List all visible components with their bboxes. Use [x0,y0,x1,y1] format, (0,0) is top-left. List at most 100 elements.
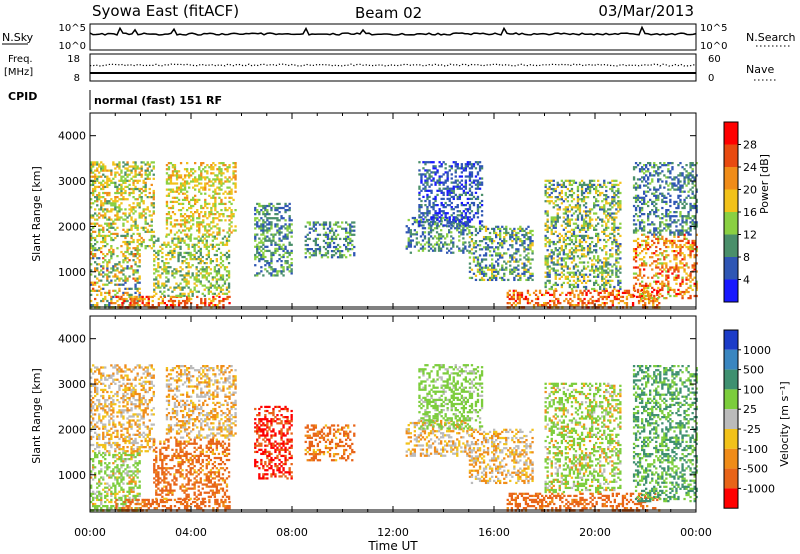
heatmap-cell [100,175,103,178]
heatmap-cell [92,194,95,197]
heatmap-cell [591,265,594,268]
heatmap-cell [90,281,93,284]
heatmap-cell [570,287,574,291]
heatmap-cell [466,249,469,252]
heatmap-cell [651,239,654,243]
heatmap-cell [136,281,139,284]
heatmap-cell [143,297,146,301]
heatmap-cell [96,161,99,164]
nave-trace [89,63,696,67]
heatmap-cell [456,167,459,170]
heatmap-cell [254,206,257,210]
heatmap-cell [213,292,217,295]
heatmap-cell [195,268,198,271]
heatmap-cell [120,271,123,274]
heatmap-cell [574,236,578,240]
heatmap-cell [286,251,289,255]
heatmap-cell [561,291,564,295]
heatmap-cell [206,206,209,210]
heatmap-cell [270,260,273,263]
heatmap-cell [181,255,184,259]
heatmap-cell [428,222,431,225]
heatmap-cell [510,295,514,299]
heatmap-cell [603,281,606,285]
heatmap-cell [213,276,217,279]
heatmap-cell [209,268,213,271]
heatmap-cell [468,276,472,280]
heatmap-cell [601,279,604,282]
heatmap-cell [120,283,123,286]
heatmap-cell [276,202,279,206]
heatmap-cell [573,293,576,297]
heatmap-cell [426,212,429,215]
heatmap-cell [601,273,604,276]
heatmap-cell [605,297,608,301]
heatmap-cell [179,239,182,242]
heatmap-cell [183,302,187,305]
heatmap-cell [611,206,614,209]
heatmap-cell [334,237,338,241]
heatmap-cell [657,276,660,279]
heatmap-cell [576,206,580,209]
heatmap-cell [446,197,449,201]
heatmap-cell [169,229,173,232]
heatmap-cell [222,182,225,185]
heatmap-cell [454,179,457,182]
heatmap-cell [523,248,526,251]
heatmap-cell [130,267,133,270]
heatmap-cell [556,263,559,266]
heatmap-cell [190,204,193,208]
heatmap-cell [526,291,530,295]
nsky-tick-bottom: 10^0 [59,41,86,52]
heatmap-cell [152,230,155,233]
cpid-label: CPID [8,90,37,103]
heatmap-cell [221,284,225,287]
heatmap-cell [564,179,568,182]
heatmap-cell [171,182,175,185]
heatmap-cell [126,175,129,178]
heatmap-cell [452,212,455,215]
heatmap-cell [90,191,93,195]
heatmap-cell [274,217,277,220]
heatmap-cell [183,223,187,226]
heatmap-cell [440,218,443,222]
heatmap-cell [218,299,221,303]
heatmap-cell [201,270,204,273]
heatmap-cell [442,216,445,220]
heatmap-cell [148,191,151,195]
heatmap-cell [276,206,279,210]
heatmap-cell [534,297,538,301]
heatmap-cell [288,217,291,220]
heatmap-cell [199,282,202,285]
heatmap-cell [663,256,666,259]
heatmap-cell [114,263,117,266]
heatmap-cell [232,215,235,218]
heatmap-cell [417,241,421,244]
heatmap-cell [570,232,574,236]
heatmap-cell [254,213,257,216]
heatmap-cell [669,288,672,292]
heatmap-cell [187,294,190,297]
heatmap-cell [262,225,265,228]
heatmap-cell [564,191,568,195]
heatmap-cell [278,206,281,210]
heatmap-cell [188,186,191,189]
heatmap-cell [538,291,542,295]
heatmap-cell [619,181,622,184]
heatmap-cell [282,266,285,269]
heatmap-cell [617,283,620,287]
heatmap-cell [478,248,482,251]
heatmap-cell [161,251,164,255]
heatmap-cell [558,232,561,236]
heatmap-cell [438,165,441,168]
heatmap-cell [179,237,182,240]
heatmap-cell [576,265,580,268]
heatmap-cell [544,222,547,225]
heatmap-cell [645,284,648,287]
heatmap-cell [216,233,219,236]
heatmap-cell [675,250,678,253]
heatmap-cell [613,295,617,299]
heatmap-cell [580,273,584,276]
heatmap-cell [554,287,557,291]
heatmap-cell [638,245,642,249]
